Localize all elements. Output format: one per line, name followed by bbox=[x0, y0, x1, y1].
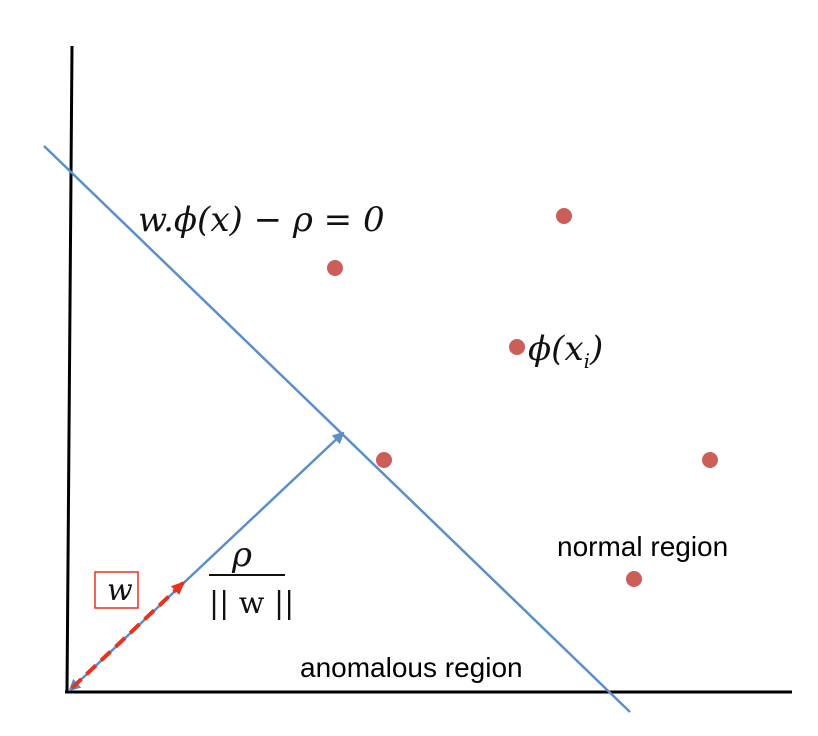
point-label-close: ) bbox=[589, 329, 603, 369]
y-axis bbox=[65, 45, 74, 693]
anomalous-region-label: anomalous region bbox=[300, 652, 523, 683]
normal-region-label: normal region bbox=[557, 531, 728, 562]
data-point bbox=[702, 452, 718, 468]
rho-numerator: ρ bbox=[231, 535, 252, 575]
data-point bbox=[556, 208, 572, 224]
w-label: w bbox=[107, 573, 133, 608]
norm-w-denominator: || w || bbox=[209, 586, 294, 621]
point-label-phi: ϕ(x bbox=[528, 329, 584, 369]
rho-vector bbox=[68, 431, 345, 692]
point-label-subscript: i bbox=[584, 349, 590, 373]
w-vector bbox=[70, 580, 186, 690]
hyperplane-line bbox=[43, 145, 631, 713]
point-label: ϕ(xi) bbox=[528, 329, 603, 373]
data-point bbox=[376, 452, 392, 468]
hyperplane-equation: w.ϕ(x) − ρ = 0 bbox=[138, 200, 385, 240]
data-point bbox=[509, 339, 525, 355]
data-point bbox=[626, 571, 642, 587]
w-label-box bbox=[94, 571, 139, 609]
data-point bbox=[327, 260, 343, 276]
